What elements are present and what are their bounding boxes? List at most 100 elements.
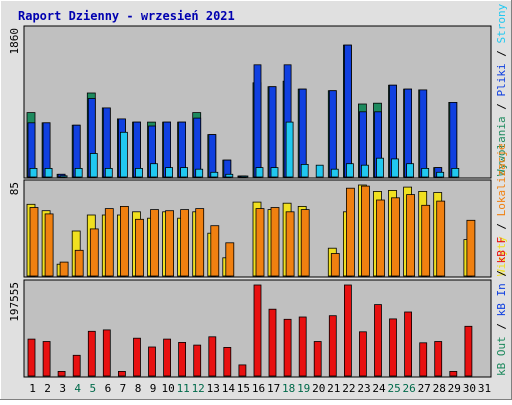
bar-middle-lokalizacje-day-2 [44,213,54,277]
bar-bottom-kb-f-day-14 [223,346,232,377]
bar-middle-lokalizacje-day-7 [120,205,129,277]
bar-bottom-kb-f-day-21 [328,315,337,377]
day-label-31: 31 [478,382,491,395]
bar-middle-lokalizacje-day-5 [89,228,99,277]
day-label-22: 22 [342,382,355,395]
bar-top-strony-day-1 [29,167,38,178]
bar-top-strony-day-22 [345,163,354,178]
bar-bottom-kb-f-day-8 [133,337,141,377]
bar-middle-lokalizacje-day-28 [436,200,446,277]
bar-middle-lokalizacje-day-17 [270,207,280,277]
day-label-14: 14 [222,382,236,395]
bar-top-strony-day-9 [150,163,158,178]
bar-bottom-kb-f-day-13 [208,336,217,377]
day-label-15: 15 [237,382,250,395]
bar-top-strony-day-19 [300,163,309,178]
bar-bottom-kb-f-day-30 [464,325,473,377]
bar-bottom-kb-f-day-16 [253,284,262,377]
chart-title: Raport Dzienny - wrzesień 2021 [18,9,235,23]
bar-bottom-kb-f-day-27 [419,342,428,377]
middle-ymax-label: 85 [8,182,21,195]
legend-bottom: kB Out / kB In / kB F [495,237,508,376]
day-label-10: 10 [161,382,174,395]
bar-top-pliki-day-22 [343,44,352,178]
bar-top-strony-day-4 [74,167,83,178]
day-label-28: 28 [433,382,446,395]
bar-bottom-kb-f-day-28 [434,341,443,377]
day-label-26: 26 [402,382,415,395]
bar-middle-lokalizacje-day-3 [59,261,69,277]
legend-separator: / [495,97,508,117]
bar-bottom-kb-f-day-7 [118,370,126,377]
legend-item: Wywołania [495,116,508,176]
bar-top-strony-day-25 [391,158,399,178]
bar-middle-lokalizacje-day-27 [421,204,431,277]
bar-top-pliki-day-16 [253,64,262,178]
day-label-2: 2 [44,382,51,395]
bar-top-strony-day-20 [315,164,324,178]
bar-top-strony-day-7 [120,131,128,178]
day-label-1: 1 [29,382,36,395]
top-ymax-label: 1860 [8,28,21,55]
bar-bottom-kb-f-day-26 [404,311,413,377]
bar-bottom-kb-f-day-15 [238,364,247,377]
bar-bottom-kb-f-day-29 [449,370,458,377]
bar-top-strony-day-18 [285,121,294,178]
bar-top-strony-day-23 [360,164,369,178]
bar-bottom-kb-f-day-23 [358,331,367,377]
bar-top-pliki-day-29 [449,102,458,178]
legend-item: kB F [495,237,508,264]
bar-bottom-kb-f-day-4 [72,354,81,377]
day-label-16: 16 [252,382,265,395]
day-label-11: 11 [177,382,190,395]
bar-top-strony-day-24 [376,157,384,178]
bar-bottom-kb-f-day-19 [298,316,307,377]
legend-separator: / [495,44,508,64]
bar-top-strony-day-21 [330,168,339,178]
bar-middle-lokalizacje-day-26 [406,194,416,277]
bar-bottom-kb-f-day-12 [193,344,202,377]
bar-middle-lokalizacje-day-11 [180,209,190,277]
bar-bottom-kb-f-day-17 [268,308,277,377]
bar-top-strony-day-11 [180,167,189,178]
bar-top-strony-day-2 [44,167,53,178]
day-label-7: 7 [120,382,127,395]
bar-middle-lokalizacje-day-10 [165,210,175,277]
bar-bottom-kb-f-day-24 [374,304,382,377]
bar-top-strony-day-12 [195,168,204,178]
bar-top-strony-day-28 [436,171,445,178]
bar-bottom-kb-f-day-5 [87,330,96,377]
bar-middle-lokalizacje-day-16 [255,208,265,277]
bar-top-pliki-day-21 [328,90,337,178]
bar-bottom-kb-f-day-25 [389,318,397,377]
bar-middle-lokalizacje-day-30 [466,219,476,277]
bar-top-strony-day-27 [421,167,430,178]
bar-top-strony-day-29 [451,167,460,178]
legend-item: Lokalizacje [495,144,508,217]
bar-top-strony-day-5 [89,153,98,178]
bar-middle-lokalizacje-day-1 [29,207,39,277]
day-label-13: 13 [207,382,220,395]
day-label-23: 23 [357,382,370,395]
bar-top-pliki-day-17 [268,86,277,178]
bar-bottom-kb-f-day-9 [148,346,156,377]
bar-middle-lokalizacje-day-14 [225,242,235,277]
bar-bottom-kb-f-day-22 [343,284,352,377]
day-label-17: 17 [267,382,280,395]
day-label-27: 27 [418,382,431,395]
day-label-19: 19 [297,382,310,395]
bar-top-pliki-day-27 [419,89,428,178]
bar-middle-lokalizacje-day-13 [210,225,220,277]
bars-layer [26,44,476,377]
legend-item: Strony [495,3,508,43]
bar-bottom-kb-f-day-11 [178,341,187,377]
bar-top-strony-day-15 [240,175,249,178]
bar-middle-lokalizacje-day-8 [135,218,144,277]
bar-top-strony-day-6 [104,167,113,178]
bar-middle-lokalizacje-day-12 [195,208,205,277]
day-label-25: 25 [387,382,400,395]
bar-bottom-kb-f-day-1 [27,338,36,377]
legend-item: Pliki [495,63,508,96]
legend-middle: Wizyty / Lokalizacje [495,144,508,276]
